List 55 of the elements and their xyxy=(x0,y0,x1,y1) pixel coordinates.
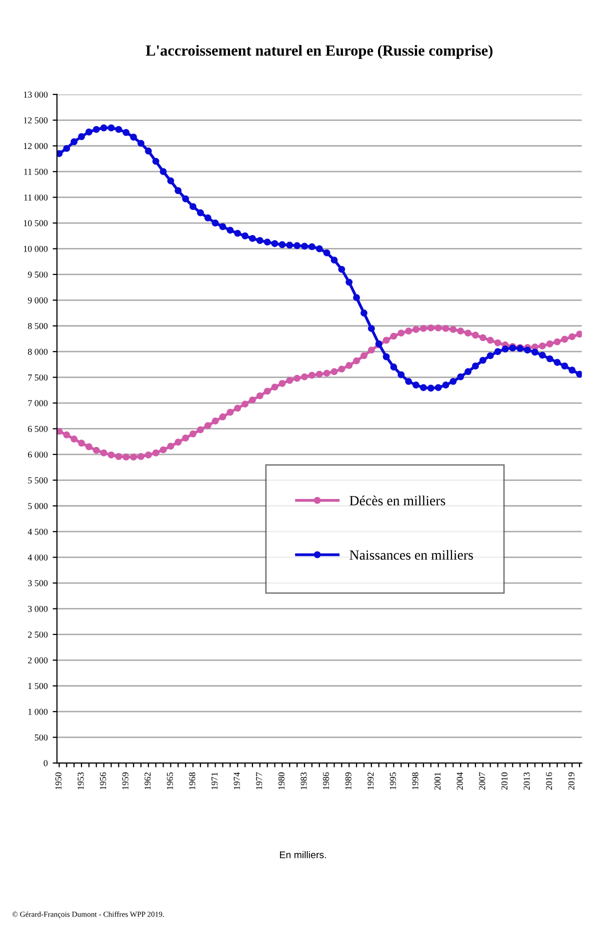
y-tick-label: 12 000 xyxy=(24,143,48,150)
y-tick-label: 1 000 xyxy=(28,708,48,715)
x-tick-label: 2001 xyxy=(434,772,441,790)
y-tick-label: 11 000 xyxy=(24,194,48,201)
y-tick-label: 10 000 xyxy=(24,246,48,252)
y-tick-label: 6 500 xyxy=(28,426,48,432)
x-tick-label: 1959 xyxy=(122,772,128,790)
x-tick-label: 1986 xyxy=(322,772,330,790)
x-tick-label: 1971 xyxy=(211,772,218,790)
y-tick-label: 4 000 xyxy=(28,554,48,561)
y-tick-label: 3 500 xyxy=(28,580,48,586)
x-tick-label: 1950 xyxy=(55,772,62,790)
x-tick-label: 1998 xyxy=(412,772,418,790)
x-tick-label: 1968 xyxy=(189,772,196,790)
y-tick-label: 8 000 xyxy=(28,348,48,355)
y-tick-label: 2 500 xyxy=(28,632,48,638)
y-tick-label: 7 000 xyxy=(28,400,48,406)
y-tick-label: 7 500 xyxy=(28,374,48,381)
y-tick-label: 500 xyxy=(34,734,48,741)
x-tick-label: 2013 xyxy=(524,772,530,790)
y-tick-label: 8 500 xyxy=(28,323,48,330)
x-tick-label: 1956 xyxy=(100,772,106,790)
x-tick-label: 2019 xyxy=(568,772,574,790)
text: En milliers. xyxy=(280,851,326,858)
y-tick-label: 1 500 xyxy=(28,683,48,690)
y-tick-label: 9 500 xyxy=(28,272,48,278)
legend-label: Naissances en milliers xyxy=(350,550,473,560)
x-tick-label: 1980 xyxy=(278,772,284,790)
legend-label: Décès en milliers xyxy=(350,496,446,506)
y-tick-label: 3 000 xyxy=(28,606,48,612)
y-tick-label: 11 500 xyxy=(24,168,48,175)
chart-title: L'accroissement naturel en Europe (Russie comprise) xyxy=(146,44,492,59)
x-tick-label: 2016 xyxy=(546,772,552,790)
x-tick-label: 1992 xyxy=(368,772,374,790)
x-tick-label: 1953 xyxy=(78,772,84,790)
y-tick-label: 2 000 xyxy=(28,657,48,664)
y-tick-label: 12 500 xyxy=(24,117,48,124)
y-tick-label: 0 xyxy=(44,760,48,766)
x-tick-label: 2007 xyxy=(479,772,486,790)
x-tick-label: 1977 xyxy=(256,772,262,790)
x-tick-label: 1965 xyxy=(166,772,173,790)
y-tick-label: 5 500 xyxy=(28,477,48,484)
y-tick-label: 4 500 xyxy=(28,528,48,535)
y-tick-label: 9 000 xyxy=(28,297,48,304)
x-tick-label: 1962 xyxy=(144,772,151,790)
x-tick-label: 1983 xyxy=(300,772,307,790)
x-tick-label: 2010 xyxy=(501,772,508,790)
x-tick-label: 1974 xyxy=(234,772,240,790)
y-tick-label: 6 000 xyxy=(28,452,48,458)
y-tick-label: 10 500 xyxy=(24,220,48,226)
x-tick-label: 1989 xyxy=(345,772,352,790)
x-tick-label: 1995 xyxy=(390,772,396,790)
x-tick-label: 2004 xyxy=(456,772,463,790)
y-tick-label: 13 000 xyxy=(24,92,48,98)
y-tick-label: 5 000 xyxy=(28,503,48,510)
